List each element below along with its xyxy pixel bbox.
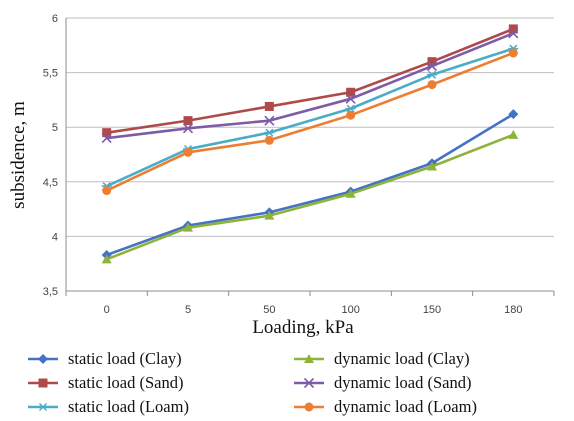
data-point <box>508 109 519 120</box>
legend-item: static load (Sand) <box>28 373 183 392</box>
legend-label: dynamic load (Sand) <box>334 373 471 392</box>
data-point <box>346 110 356 120</box>
y-tick-label: 6 <box>52 13 58 25</box>
legend-swatch-marker <box>38 378 48 388</box>
legend-swatch-marker <box>304 402 314 412</box>
legend-swatch-marker <box>303 377 315 389</box>
legend-label: dynamic load (Clay) <box>334 349 470 368</box>
axes <box>65 18 555 296</box>
data-point <box>345 188 356 198</box>
series-line <box>106 112 515 257</box>
data-point <box>264 128 275 137</box>
data-point <box>183 222 193 232</box>
data-point <box>508 129 519 139</box>
data-point <box>264 210 275 220</box>
data-point <box>102 128 112 138</box>
data-point <box>427 57 437 67</box>
data-point <box>508 48 518 58</box>
data-point <box>182 123 194 134</box>
data-point <box>264 135 274 145</box>
y-tick-label: 5 <box>52 122 58 134</box>
x-tick-label: 100 <box>341 304 359 316</box>
legend-label: dynamic load (Loam) <box>334 397 477 416</box>
series-3 <box>102 24 518 138</box>
data-point <box>426 60 438 72</box>
series-line <box>106 47 514 188</box>
data-point <box>427 161 437 171</box>
x-tick-label: 50 <box>263 304 275 316</box>
legend-swatch-marker <box>38 354 48 364</box>
data-point <box>183 147 193 157</box>
data-point <box>183 116 193 126</box>
series-line <box>106 32 514 140</box>
data-point <box>101 133 112 144</box>
x-tick-labels: 0 5 50 100 150 180 <box>104 304 523 316</box>
x-tick-label: 150 <box>423 304 441 316</box>
series-line <box>106 51 514 192</box>
data-point <box>427 80 437 90</box>
y-tick-labels: 3,5 4 4,5 5 5,5 6 <box>43 13 58 298</box>
legend-item: dynamic load (Clay) <box>294 349 470 368</box>
legend-label: static load (Clay) <box>68 349 182 368</box>
legend-swatch-marker <box>38 402 48 412</box>
y-tick-label: 4 <box>52 231 58 243</box>
legend-label: static load (Loam) <box>68 397 189 416</box>
x-tick-label: 0 <box>104 304 110 316</box>
legend-label: static load (Sand) <box>68 373 183 392</box>
legend-item: dynamic load (Loam) <box>294 397 477 416</box>
data-point <box>101 254 112 264</box>
series-line <box>106 133 514 261</box>
legend-item: dynamic load (Sand) <box>294 373 471 392</box>
series-6 <box>102 48 518 196</box>
legend: static load (Clay) dynamic load (Clay) sta… <box>28 349 477 416</box>
data-point <box>264 115 275 126</box>
legend-item: static load (Loam) <box>28 397 189 416</box>
data-point <box>264 101 274 111</box>
x-tick-label: 180 <box>504 304 522 316</box>
y-tick-label: 3,5 <box>43 286 58 298</box>
legend-swatch-marker <box>304 354 314 363</box>
data-point <box>427 70 437 79</box>
y-axis-title: subsidence, m <box>8 101 29 209</box>
series-2 <box>101 129 519 264</box>
x-tick-label: 5 <box>185 304 191 316</box>
y-tick-label: 5,5 <box>43 68 58 80</box>
series-line <box>106 27 514 134</box>
y-tick-label: 4,5 <box>43 177 58 189</box>
data-point <box>345 93 356 104</box>
data-point <box>508 28 519 39</box>
data-point <box>102 186 112 196</box>
data-point <box>508 24 518 34</box>
x-axis-title: Loading, kPa <box>252 317 354 338</box>
data-point <box>345 104 356 113</box>
data-point <box>346 87 356 97</box>
series-4 <box>101 28 519 144</box>
series-layer <box>101 24 519 264</box>
legend-item: static load (Clay) <box>28 349 182 368</box>
